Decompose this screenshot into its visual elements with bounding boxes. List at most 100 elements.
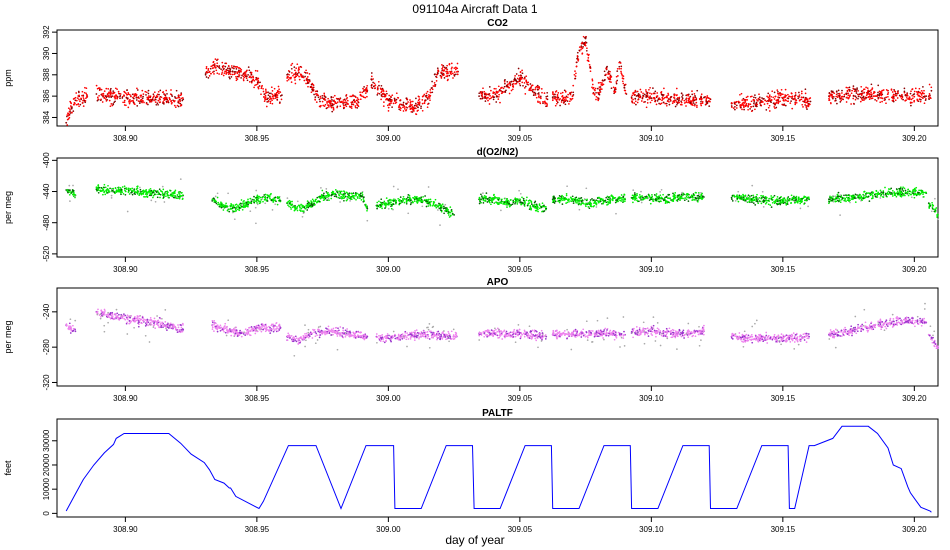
o2n2-data-point: [272, 200, 275, 203]
o2n2-data-point: [416, 197, 418, 200]
o2n2-data-point: [571, 199, 574, 202]
co2-data-point: [525, 81, 528, 84]
co2-data-point: [648, 97, 651, 100]
co2-data-point: [884, 98, 886, 101]
co2-data-point: [770, 99, 773, 101]
o2n2-data-point: [364, 203, 367, 206]
co2-data-point: [154, 98, 157, 101]
co2-data-point: [753, 96, 755, 99]
co2-data-point: [307, 80, 309, 83]
co2-data-point: [446, 68, 449, 71]
co2-data-point: [699, 97, 702, 100]
o2n2-data-point: [578, 199, 581, 201]
co2-data-point: [839, 101, 842, 103]
co2-data-point: [768, 95, 771, 98]
o2n2-data-point: [333, 195, 336, 198]
co2-data-point: [599, 88, 602, 90]
co2-data-point: [166, 93, 168, 95]
o2n2-data-point: [742, 196, 745, 199]
co2-data-point: [700, 93, 703, 96]
o2n2-data-point: [420, 197, 422, 200]
co2-data-point: [321, 97, 324, 99]
o2n2-data-point: [516, 203, 519, 205]
o2n2-data-point: [694, 197, 697, 199]
co2-data-point: [349, 106, 352, 108]
co2-data-point: [333, 100, 336, 103]
o2n2-data-point: [865, 194, 867, 196]
o2n2-data-point: [675, 199, 678, 202]
co2-data-point: [245, 74, 247, 77]
co2-data-point: [908, 98, 911, 101]
co2-data-point: [415, 107, 417, 110]
co2-data-point: [734, 108, 736, 111]
o2n2-data-point: [435, 206, 438, 209]
co2-data-point: [842, 98, 844, 101]
o2n2-data-point: [235, 209, 238, 212]
co2-data-point: [402, 110, 405, 112]
co2-data-point: [795, 99, 798, 101]
o2n2-data-point: [288, 199, 291, 202]
co2-data-point: [147, 92, 150, 95]
o2n2-data-point: [785, 200, 787, 202]
co2-data-point: [544, 102, 546, 105]
o2n2-data-point: [588, 207, 591, 210]
co2-data-point: [835, 95, 838, 98]
o2n2-data-point: [507, 199, 509, 202]
o2n2-data-point: [500, 209, 502, 212]
co2-data-point: [378, 92, 381, 95]
o2n2-data-point: [257, 197, 260, 200]
o2n2-data-point: [346, 192, 349, 195]
o2n2-data-point: [776, 196, 779, 198]
o2n2-data-point: [425, 205, 428, 208]
co2-data-point: [235, 79, 238, 82]
co2-data-point: [133, 93, 135, 95]
co2-data-point: [687, 99, 690, 102]
o2n2-data-point: [436, 205, 439, 208]
o2n2-data-point: [489, 196, 492, 199]
co2-data-point: [269, 95, 271, 98]
o2n2-data-point: [129, 188, 132, 191]
o2n2-data-point: [149, 187, 152, 190]
co2-data-point: [157, 103, 159, 106]
o2n2-data-point: [747, 194, 750, 197]
co2-data-point: [556, 93, 559, 96]
co2-data-point: [442, 66, 444, 68]
o2n2-data-point: [655, 199, 658, 202]
o2n2-data-point: [863, 190, 866, 193]
co2-data-point: [605, 66, 608, 69]
o2n2-data-point: [674, 196, 677, 199]
o2n2-data-point: [434, 198, 437, 201]
o2n2-data-point: [635, 194, 638, 197]
co2-data-point: [772, 102, 775, 105]
o2n2-data-point: [253, 200, 255, 203]
o2n2-data-point: [501, 198, 503, 201]
co2-data-point: [560, 92, 562, 95]
co2-data-point: [568, 100, 571, 103]
co2-data-point: [636, 90, 639, 93]
o2n2-data-point: [415, 200, 418, 203]
co2-data-point: [677, 96, 679, 99]
co2-data-point: [854, 95, 857, 98]
co2-data-point: [634, 93, 636, 96]
co2-data-point: [784, 88, 787, 91]
o2n2-data-point: [700, 191, 702, 194]
co2-data-point: [82, 98, 85, 100]
co2-data-point: [67, 107, 70, 110]
co2-data-point: [296, 63, 299, 66]
o2n2-data-point: [407, 212, 410, 215]
co2-data-point: [321, 100, 324, 103]
co2-data-point: [420, 105, 422, 108]
co2-data-point: [693, 104, 696, 107]
co2-data-point: [250, 73, 253, 76]
co2-data-point: [155, 103, 158, 106]
co2-data-point: [451, 66, 453, 69]
co2-data-point: [861, 90, 864, 92]
co2-anchor-point: [319, 100, 321, 103]
co2-data-point: [147, 89, 150, 92]
co2-data-point: [703, 96, 706, 98]
co2-data-point: [147, 97, 150, 100]
co2-data-point: [442, 64, 445, 67]
o2n2-data-point: [417, 201, 419, 203]
co2-data-point: [323, 94, 326, 97]
